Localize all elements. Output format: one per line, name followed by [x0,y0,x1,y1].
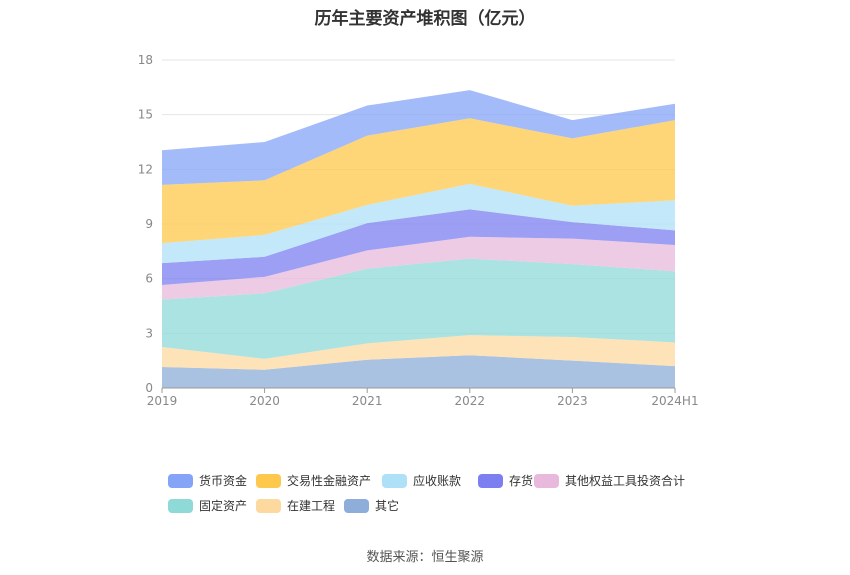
legend-label: 货币资金 [199,474,248,488]
legend-item-固定资产[interactable]: 固定资产 [168,497,247,514]
legend-label: 其它 [375,499,400,513]
legend-item-货币资金[interactable]: 货币资金 [168,472,247,489]
stacked-area-chart: 0 3 6 9 12 15 18 2019 2020 2021 2022 2023 2024H1 [138,53,699,408]
x-tick-label: 2022 [455,394,486,408]
legend-item-存货[interactable]: 存货 [478,472,533,489]
y-tick-label: 18 [138,53,153,67]
legend-item-交易性金融资产[interactable]: 交易性金融资产 [256,472,371,489]
legend-swatch [256,473,281,488]
legend-swatch [478,473,503,488]
y-tick-label: 15 [138,108,153,122]
legend-swatch [344,498,369,513]
area-series-存货 [162,209,675,286]
legend-swatch [168,498,193,513]
data-source: 数据来源：恒生聚源 [366,550,484,565]
y-tick-label: 6 [145,272,153,286]
y-tick-label: 9 [145,217,153,231]
legend-item-在建工程[interactable]: 在建工程 [256,497,335,514]
area-series-交易性金融资产 [162,118,675,244]
legend-swatch [256,498,281,513]
area-series-其它 [162,355,675,388]
legend-swatch [534,473,559,488]
y-tick-label: 3 [145,326,153,340]
x-tick-label: 2020 [249,394,280,408]
y-tick-label: 0 [145,381,153,395]
area-series-在建工程 [162,335,675,370]
legend-item-应收账款[interactable]: 应收账款 [382,472,461,489]
legend-label: 在建工程 [287,499,336,513]
area-series-固定资产 [162,258,675,359]
area-series-其他权益工具投资合计 [162,236,675,300]
legend-item-其他权益工具投资合计[interactable]: 其他权益工具投资合计 [534,472,685,489]
legend-item-其它[interactable]: 其它 [344,497,399,514]
legend-swatch [168,473,193,488]
legend-label: 交易性金融资产 [287,474,372,488]
legend-label: 其他权益工具投资合计 [565,474,686,488]
legend-label: 存货 [509,474,534,488]
legend-swatch [382,473,407,488]
x-tick-label: 2019 [147,394,178,408]
x-tick-label: 2021 [352,394,383,408]
y-tick-label: 12 [138,162,153,176]
area-series-货币资金 [162,90,675,185]
area-series-应收账款 [162,183,675,264]
legend-label: 应收账款 [413,474,462,488]
legend-label: 固定资产 [199,499,248,513]
x-tick-label: 2024H1 [651,394,698,408]
x-tick-label: 2023 [557,394,588,408]
chart-title: 历年主要资产堆积图（亿元） [314,9,536,29]
